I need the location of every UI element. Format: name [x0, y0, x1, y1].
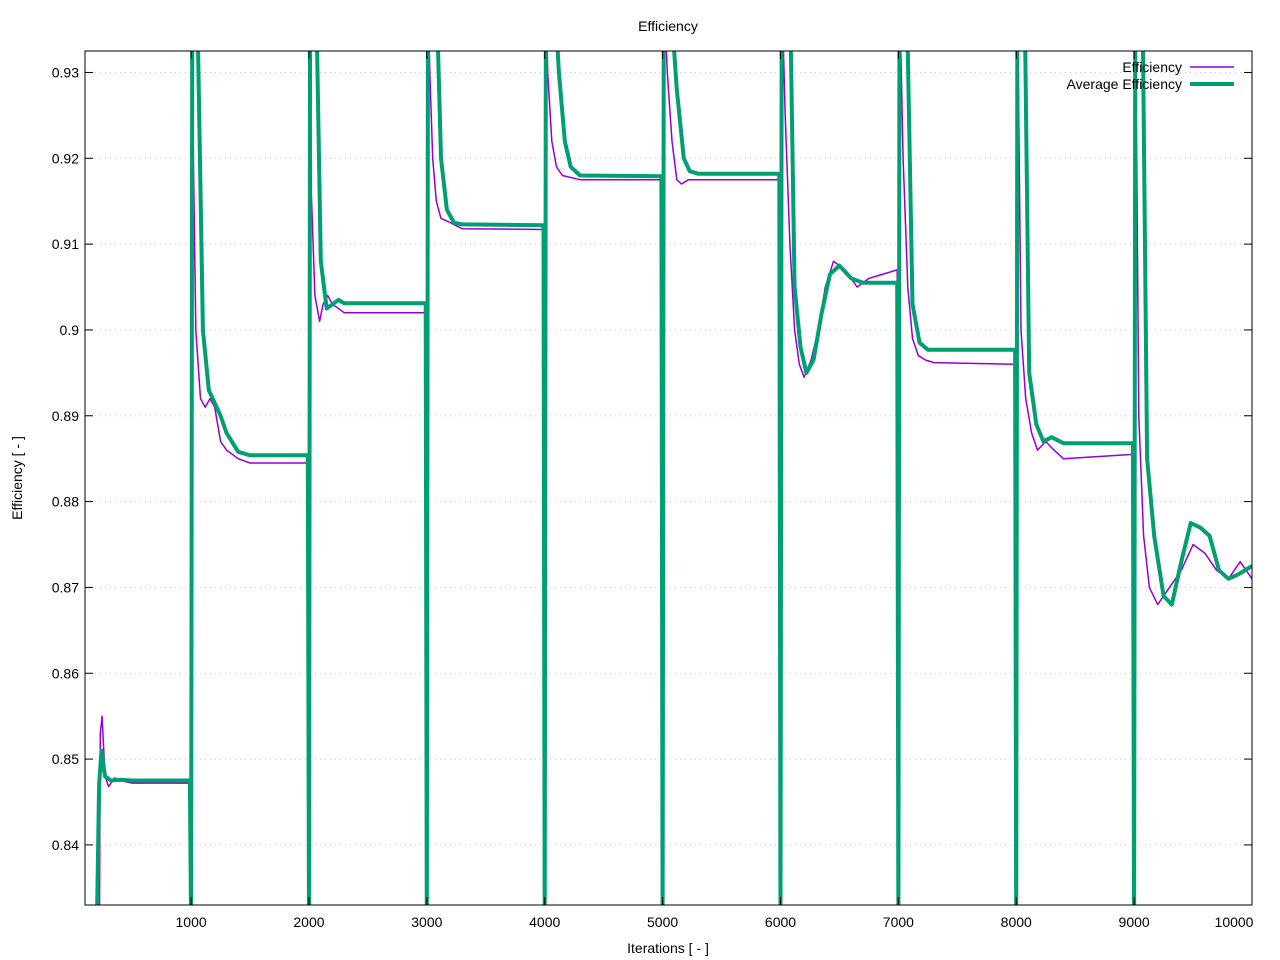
series-line-average-efficiency — [95, 51, 1252, 905]
x-tick-label: 6000 — [765, 914, 796, 930]
y-axis-title: Efficiency [ - ] — [9, 436, 25, 520]
plot-border — [84, 50, 1253, 906]
x-tick-label: 2000 — [293, 914, 324, 930]
y-tick-label: 0.86 — [52, 665, 79, 681]
legend-label-efficiency: Efficiency — [1122, 59, 1182, 75]
y-tick-label: 0.9 — [60, 322, 80, 338]
y-tick-label: 0.92 — [52, 150, 79, 166]
chart-title: Efficiency — [638, 18, 698, 34]
x-tick-label: 9000 — [1119, 914, 1150, 930]
x-tick-label: 1000 — [176, 914, 207, 930]
y-tick-label: 0.89 — [52, 408, 79, 424]
y-tick-label: 0.93 — [52, 64, 79, 80]
y-tick-label: 0.84 — [52, 837, 79, 853]
x-tick-label: 3000 — [411, 914, 442, 930]
x-tick-label: 4000 — [529, 914, 560, 930]
plot-series — [95, 51, 1252, 905]
x-tick-label: 10000 — [1215, 914, 1254, 930]
x-tick-label: 8000 — [1001, 914, 1032, 930]
x-tick-label: 7000 — [883, 914, 914, 930]
y-tick-label: 0.88 — [52, 494, 79, 510]
legend: Efficiency Average Efficiency — [1067, 59, 1234, 92]
x-axis-title: Iterations [ - ] — [627, 940, 709, 956]
y-tick-label: 0.85 — [52, 751, 79, 767]
y-tick-label: 0.91 — [52, 236, 79, 252]
axis-ticks: 0.84 0.85 0.86 0.87 0.88 0.89 0.9 0.91 0.92 0.93 1… — [52, 51, 1254, 930]
x-tick-label: 5000 — [647, 914, 678, 930]
legend-label-average-efficiency: Average Efficiency — [1067, 76, 1182, 92]
series-line-efficiency — [98, 51, 1252, 905]
y-tick-label: 0.87 — [52, 579, 79, 595]
